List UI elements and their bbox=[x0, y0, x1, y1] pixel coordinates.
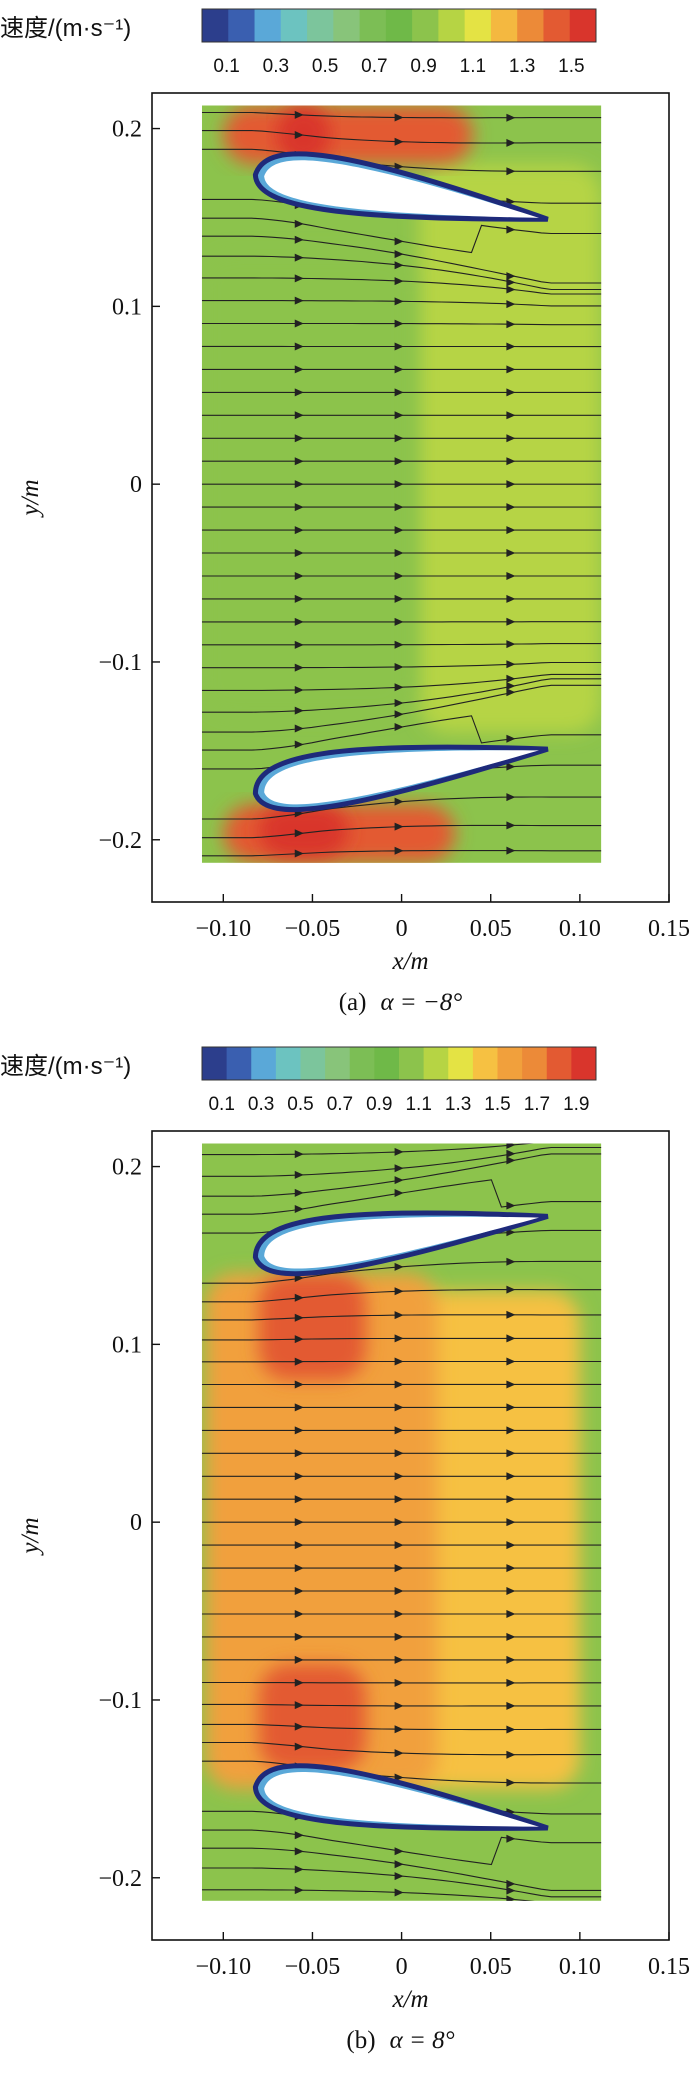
velocity-region bbox=[419, 164, 601, 733]
x-tick-label: 0 bbox=[396, 1954, 408, 1980]
x-tick-label: 0.05 bbox=[470, 1954, 512, 1980]
velocity-region bbox=[259, 804, 348, 857]
colorbar-tick-label: 0.9 bbox=[410, 56, 436, 77]
velocity-region bbox=[259, 1664, 366, 1771]
y-tick-label: −0.1 bbox=[98, 650, 142, 676]
colorbar-swatch bbox=[547, 1047, 572, 1080]
velocity-region bbox=[223, 105, 473, 164]
x-tick-label: 0 bbox=[396, 916, 408, 942]
x-tick-label: −0.05 bbox=[285, 1954, 341, 1980]
x-tick-label: 0.10 bbox=[559, 1954, 601, 1980]
colorbar-swatch bbox=[399, 1047, 424, 1080]
colorbar-tick-label: 0.1 bbox=[213, 56, 239, 77]
x-axis-label: x/m bbox=[391, 1986, 428, 2013]
colorbar-title: 速度/(m·s⁻¹) bbox=[0, 1053, 131, 1080]
colorbar-tick-label: 1.1 bbox=[405, 1094, 431, 1115]
y-tick-label: −0.2 bbox=[98, 828, 142, 854]
y-tick-label: 0.2 bbox=[112, 117, 142, 143]
colorbar-tick-label: 0.9 bbox=[366, 1094, 392, 1115]
x-tick-label: 0.10 bbox=[559, 916, 601, 942]
colorbar-swatch bbox=[465, 9, 492, 42]
colorbar-tick-label: 0.5 bbox=[287, 1094, 313, 1115]
colorbar-swatch bbox=[360, 9, 387, 42]
y-tick-label: −0.1 bbox=[98, 1688, 142, 1714]
y-tick-label: −0.2 bbox=[98, 1866, 142, 1892]
colorbar-swatch bbox=[473, 1047, 498, 1080]
colorbar-swatch bbox=[350, 1047, 375, 1080]
colorbar-swatch bbox=[202, 1047, 227, 1080]
colorbar-tick-label: 1.5 bbox=[558, 56, 584, 77]
x-tick-label: 0.05 bbox=[470, 916, 512, 942]
colorbar-swatch bbox=[412, 9, 439, 42]
colorbar-swatch bbox=[491, 9, 518, 42]
colorbar-swatch bbox=[438, 9, 465, 42]
colorbar-swatch bbox=[276, 1047, 301, 1080]
caption-prefix: (b) bbox=[346, 2027, 375, 2054]
caption-prefix: (a) bbox=[339, 989, 367, 1016]
y-axis-label: y/m bbox=[17, 479, 44, 518]
colorbar-swatch bbox=[517, 9, 544, 42]
colorbar-tick-label: 1.3 bbox=[509, 56, 535, 77]
y-tick-label: 0.1 bbox=[112, 294, 142, 320]
panel-caption: (b) α = 8° bbox=[346, 2027, 454, 2054]
colorbar-swatch bbox=[251, 1047, 276, 1080]
y-tick-label: 0.2 bbox=[112, 1155, 142, 1181]
colorbar-tick-label: 1.1 bbox=[460, 56, 486, 77]
colorbar-swatch bbox=[227, 1047, 252, 1080]
x-axis-label: x/m bbox=[391, 948, 428, 975]
colorbar-swatch bbox=[424, 1047, 449, 1080]
colorbar-swatch bbox=[386, 9, 413, 42]
caption-alpha: α = −8° bbox=[380, 989, 462, 1016]
x-tick-label: −0.10 bbox=[196, 916, 252, 942]
colorbar-tick-label: 1.3 bbox=[445, 1094, 471, 1115]
colorbar-swatch bbox=[543, 9, 570, 42]
colorbar-swatch bbox=[281, 9, 308, 42]
colorbar-swatch bbox=[325, 1047, 350, 1080]
colorbar-swatch bbox=[333, 9, 360, 42]
colorbar-swatch bbox=[374, 1047, 399, 1080]
colorbar-swatch bbox=[301, 1047, 326, 1080]
panel-b-svg: 速度/(m·s⁻¹) 0.1 0.3 0.5 0.7 0.9 1.1 1.3 1.5 1.7 1.9… bbox=[0, 1038, 700, 2078]
y-axis-label: y/m bbox=[17, 1517, 44, 1556]
y-tick-label: 0 bbox=[130, 472, 142, 498]
colorbar-tick-label: 0.7 bbox=[361, 56, 387, 77]
colorbar-swatch bbox=[522, 1047, 547, 1080]
velocity-region bbox=[259, 1273, 366, 1380]
colorbar-title: 速度/(m·s⁻¹) bbox=[0, 15, 131, 42]
colorbar-swatch bbox=[448, 1047, 473, 1080]
colorbar-tick-label: 0.3 bbox=[248, 1094, 274, 1115]
y-tick-label: 0 bbox=[130, 1510, 142, 1536]
colorbar-swatch bbox=[571, 1047, 596, 1080]
panel-caption: (a) α = −8° bbox=[339, 989, 463, 1016]
colorbar-swatch bbox=[570, 9, 597, 42]
colorbar-tick-label: 1.7 bbox=[524, 1094, 550, 1115]
colorbar-tick-label: 1.9 bbox=[563, 1094, 589, 1115]
colorbar-swatch bbox=[307, 9, 334, 42]
caption-alpha: α = 8° bbox=[390, 2027, 455, 2054]
colorbar-tick-label: 0.1 bbox=[208, 1094, 234, 1115]
colorbar-swatch bbox=[498, 1047, 523, 1080]
colorbar-tick-label: 0.7 bbox=[327, 1094, 353, 1115]
colorbar-swatch bbox=[228, 9, 255, 42]
x-tick-label: −0.05 bbox=[285, 916, 341, 942]
colorbar-swatch bbox=[202, 9, 229, 42]
colorbar-tick-label: 0.5 bbox=[312, 56, 338, 77]
x-tick-label: 0.15 bbox=[648, 916, 690, 942]
panel-b: 速度/(m·s⁻¹) 0.1 0.3 0.5 0.7 0.9 1.1 1.3 1.5 1.7 1.9… bbox=[0, 1038, 700, 2078]
colorbar-swatch bbox=[255, 9, 282, 42]
colorbar-tick-label: 0.3 bbox=[263, 56, 289, 77]
x-tick-label: 0.15 bbox=[648, 1954, 690, 1980]
y-tick-label: 0.1 bbox=[112, 1332, 142, 1358]
colorbar-tick-label: 1.5 bbox=[484, 1094, 510, 1115]
x-tick-label: −0.10 bbox=[196, 1954, 252, 1980]
